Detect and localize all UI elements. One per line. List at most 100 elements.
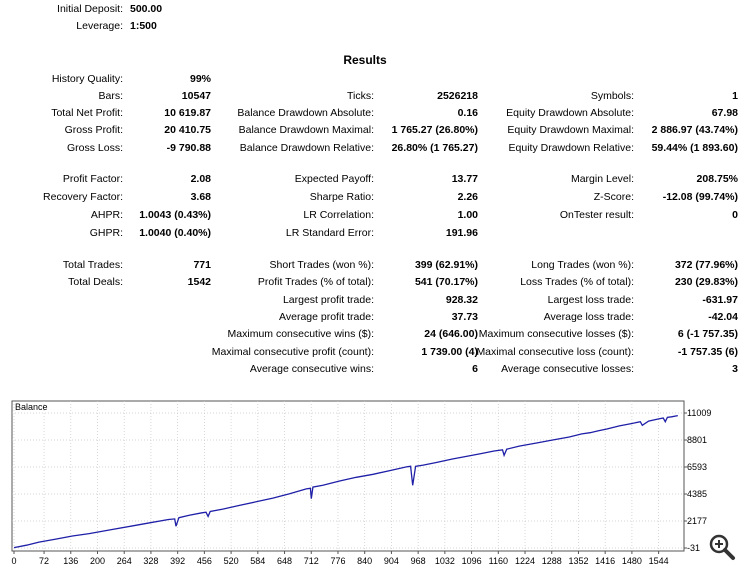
col2-label: Short Trades (won %): bbox=[269, 259, 374, 271]
chart-y-tick-label: 4385 bbox=[687, 489, 707, 499]
col2-label: LR Standard Error: bbox=[285, 227, 374, 239]
chart-x-tick-label: 328 bbox=[143, 556, 158, 566]
chart-x-tick-label: 904 bbox=[384, 556, 399, 566]
col2-value: 37.73 bbox=[451, 311, 478, 323]
col2-value: 928.32 bbox=[445, 294, 478, 306]
chart-x-tick-label: 1032 bbox=[435, 556, 455, 566]
col2-value: 1.00 bbox=[457, 209, 478, 221]
chart-x-tick-label: 72 bbox=[39, 556, 49, 566]
col2-value: 399 (62.91%) bbox=[414, 259, 478, 271]
col3-value: -42.04 bbox=[708, 311, 738, 323]
col3-value: 208.75% bbox=[696, 173, 738, 185]
chart-x-tick-label: 1544 bbox=[649, 556, 669, 566]
col3-value: 59.44% (1 893.60) bbox=[651, 142, 738, 154]
chart-x-tick-label: 1416 bbox=[595, 556, 615, 566]
col3-label: Symbols: bbox=[590, 90, 634, 102]
col1-value: 10 619.87 bbox=[164, 107, 211, 119]
col1-value: 2.08 bbox=[190, 173, 211, 185]
chart-y-tick-label: 2177 bbox=[687, 516, 707, 526]
col2-label: Average profit trade: bbox=[279, 311, 374, 323]
col2-value: 191.96 bbox=[445, 227, 478, 239]
chart-x-tick-label: 200 bbox=[90, 556, 105, 566]
col2-value: 26.80% (1 765.27) bbox=[391, 142, 478, 154]
col3-value: 1 bbox=[732, 90, 738, 102]
col3-value: 230 (29.83%) bbox=[674, 276, 738, 288]
col1-label: History Quality: bbox=[51, 73, 123, 85]
col3-label: Loss Trades (% of total): bbox=[520, 276, 634, 288]
col1-label: Total Deals: bbox=[68, 276, 123, 288]
col3-label: Largest loss trade: bbox=[547, 294, 634, 306]
col2-label: Profit Trades (% of total): bbox=[257, 276, 374, 288]
col3-value: 67.98 bbox=[711, 107, 738, 119]
col3-label: Maximal consecutive loss (count): bbox=[476, 346, 634, 358]
chart-x-tick-label: 712 bbox=[304, 556, 319, 566]
col1-label: Gross Loss: bbox=[66, 142, 123, 154]
chart-x-tick-label: 520 bbox=[224, 556, 239, 566]
col2-label: Average consecutive wins: bbox=[249, 363, 374, 375]
chart-x-tick-label: 840 bbox=[357, 556, 372, 566]
col2-label: Maximum consecutive wins ($): bbox=[227, 328, 374, 340]
col3-label: Average consecutive losses: bbox=[501, 363, 634, 375]
chart-x-tick-label: 776 bbox=[330, 556, 345, 566]
chart-x-tick-label: 648 bbox=[277, 556, 292, 566]
col1-label: Recovery Factor: bbox=[43, 191, 123, 203]
col2-value: 1 765.27 (26.80%) bbox=[391, 124, 478, 136]
col3-label: Equity Drawdown Absolute: bbox=[506, 107, 634, 119]
col2-label: Maximal consecutive profit (count): bbox=[211, 346, 374, 358]
chart-x-tick-label: 1352 bbox=[568, 556, 588, 566]
chart-y-tick-label: 8801 bbox=[687, 435, 707, 445]
col1-label: Total Trades: bbox=[62, 259, 123, 271]
chart-y-tick-label: -31 bbox=[687, 543, 700, 553]
balance-chart[interactable]: 0 72 136 200 264 328 392 456 520 584 648 712 776 840 9… bbox=[0, 398, 750, 573]
chart-x-tick-label: 584 bbox=[250, 556, 265, 566]
col1-value: 10547 bbox=[181, 90, 211, 102]
col1-value: 1542 bbox=[187, 276, 211, 288]
col3-value: 6 (-1 757.35) bbox=[677, 328, 738, 340]
col2-label: Ticks: bbox=[346, 90, 374, 102]
col3-value: 372 (77.96%) bbox=[674, 259, 738, 271]
col2-label: Balance Drawdown Maximal: bbox=[238, 124, 374, 136]
chart-x-tick-label: 136 bbox=[63, 556, 78, 566]
col1-label: Bars: bbox=[98, 90, 123, 102]
chart-x-tick-label: 1096 bbox=[462, 556, 482, 566]
col1-label: Profit Factor: bbox=[62, 173, 123, 185]
col3-label: Margin Level: bbox=[570, 173, 634, 185]
chart-frame bbox=[11, 400, 685, 552]
col2-value: 6 bbox=[472, 363, 478, 375]
chart-x-tick-label: 1288 bbox=[542, 556, 562, 566]
col2-value: 24 (646.00) bbox=[424, 328, 478, 340]
col3-label: OnTester result: bbox=[559, 209, 634, 221]
col3-label: Equity Drawdown Maximal: bbox=[507, 124, 634, 136]
col2-value: 1 739.00 (4) bbox=[421, 346, 478, 358]
chart-x-tick-label: 0 bbox=[11, 556, 16, 566]
chart-y-tick-label: 6593 bbox=[687, 462, 707, 472]
chart-x-tick-label: 968 bbox=[411, 556, 426, 566]
col2-value: 13.77 bbox=[451, 173, 478, 185]
chart-y-tick-label: 11009 bbox=[687, 408, 711, 418]
magnifier-plus-icon[interactable] bbox=[707, 532, 737, 562]
col2-label: Sharpe Ratio: bbox=[309, 191, 374, 203]
chart-x-tick-label: 1480 bbox=[622, 556, 642, 566]
initial-deposit-value: 500.00 bbox=[130, 3, 163, 15]
col3-label: Equity Drawdown Relative: bbox=[508, 142, 634, 154]
col2-label: Expected Payoff: bbox=[294, 173, 374, 185]
leverage-value: 1:500 bbox=[130, 20, 157, 32]
balance-line bbox=[13, 414, 678, 549]
col2-value: 2.26 bbox=[457, 191, 478, 203]
col1-label: Total Net Profit: bbox=[51, 107, 123, 119]
col1-value: -9 790.88 bbox=[166, 142, 211, 154]
col3-label: Average loss trade: bbox=[543, 311, 634, 323]
chart-title: Balance bbox=[15, 402, 48, 412]
chart-x-tick-label: 456 bbox=[197, 556, 212, 566]
col3-label: Long Trades (won %): bbox=[531, 259, 634, 271]
col1-label: Gross Profit: bbox=[64, 124, 123, 136]
chart-x-tick-label: 1224 bbox=[515, 556, 535, 566]
col1-value: 1.0040 (0.40%) bbox=[139, 227, 211, 239]
col2-value: 541 (70.17%) bbox=[414, 276, 478, 288]
col3-label: Z-Score: bbox=[593, 191, 634, 203]
leverage-label: Leverage: bbox=[76, 20, 123, 32]
col1-label: AHPR: bbox=[90, 209, 123, 221]
col1-value: 1.0043 (0.43%) bbox=[139, 209, 211, 221]
chart-x-tick-label: 392 bbox=[170, 556, 185, 566]
col2-label: Largest profit trade: bbox=[282, 294, 374, 306]
